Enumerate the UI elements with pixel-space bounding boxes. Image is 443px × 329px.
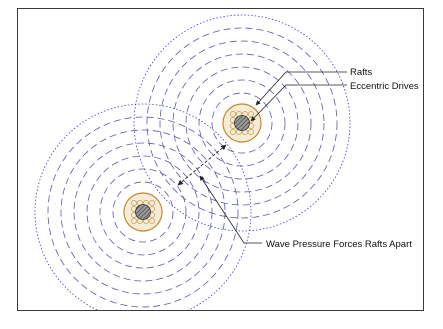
diagram-frame: Rafts Eccentric Drives Wave Pressure For… [17,8,424,311]
wave-ring [99,168,187,256]
eccentric-drives-label: Eccentric Drives [350,81,419,92]
wave-ring [60,129,226,295]
wave-ring [47,116,239,308]
raft-cell [230,111,236,117]
wave-ring-outer [34,103,252,310]
wave-ring [159,40,325,206]
wave-pressure-label: Wave Pressure Forces Rafts Apart [266,239,412,250]
raft-cell [131,218,137,224]
raft-wave-diagram: Rafts Eccentric Drives Wave Pressure For… [34,14,419,310]
raft-upper [222,103,262,143]
wave-pressure-arrow [177,144,227,186]
wave-rings-upper [133,14,351,232]
eccentric-drive-icon [135,204,151,220]
wave-ring [198,79,286,167]
raft-cell [131,200,137,206]
rafts-label: Rafts [350,67,372,78]
rafts-leader-line [255,71,347,106]
raft-lower [123,192,163,232]
wave-rings-lower [34,103,252,310]
wave-pressure-leader-line [199,175,262,244]
eccentric-drives-leader-line [250,84,347,122]
wave-ring-outer [133,14,351,232]
wave-ring [86,155,200,269]
wave-ring [172,53,312,193]
wave-ring [211,92,273,154]
wave-ring [112,181,174,243]
raft-cell [248,129,254,135]
wave-ring [185,66,299,180]
raft-cell [248,111,254,117]
raft-cell [149,218,155,224]
wave-ring [73,142,213,282]
wave-ring [146,27,338,219]
raft-cell [149,200,155,206]
eccentric-drive-icon [234,115,250,131]
raft-cell [230,129,236,135]
